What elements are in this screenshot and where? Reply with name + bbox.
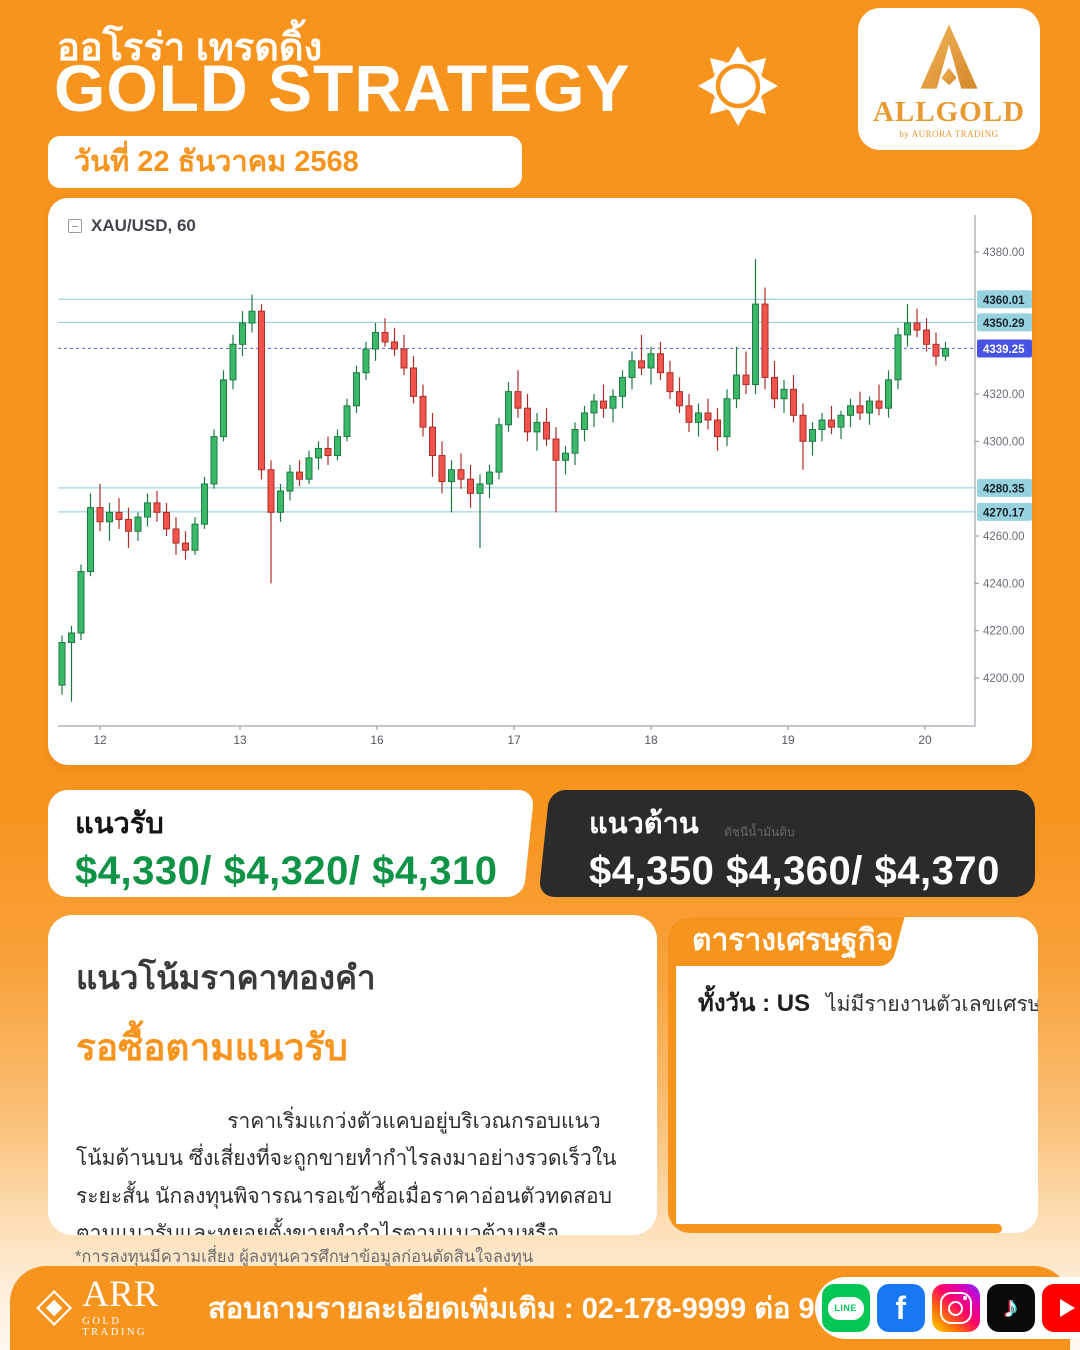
calendar-title: ตารางเศรษฐกิจ [692, 924, 894, 957]
svg-text:17: 17 [507, 733, 521, 747]
calendar-row: ทั้งวัน : US ไม่มีรายงานตัวเลขเศรษฐกิจ [698, 983, 1038, 1022]
svg-text:13: 13 [233, 733, 247, 747]
allgold-logo-name: ALLGOLD [872, 96, 1026, 128]
analysis-body: ราคาเริ่มแกว่งตัวแคบอยู่บริเวณกรอบแนวโน้… [76, 1110, 617, 1235]
chart-symbol-label: XAU/USD, 60 [91, 216, 196, 235]
calendar-row-event: ไม่มีรายงานตัวเลขเศรษฐกิจ [826, 993, 1038, 1016]
chart-legend: XAU/USD, 60 [68, 216, 196, 236]
svg-text:4360.01: 4360.01 [983, 295, 1025, 307]
allgold-logo-tagline: by AURORA TRADING [899, 129, 999, 139]
analysis-subheading: รอซื้อตามแนวรับ [76, 1027, 348, 1068]
calendar-bottom-stripe [668, 1224, 1002, 1233]
svg-text:4300.00: 4300.00 [983, 436, 1025, 448]
svg-text:19: 19 [781, 733, 795, 747]
date-badge: วันที่ 22 ธันวาคม 2568 [48, 136, 522, 188]
svg-text:16: 16 [370, 733, 384, 747]
svg-text:20: 20 [918, 733, 932, 747]
resistance-watermark: ดัชนีน้ำมันดิบ [724, 825, 795, 839]
legend-collapse-icon[interactable] [68, 219, 82, 233]
analysis-card: แนวโน้มราคาทองคำ รอซื้อตามแนวรับ ราคาเริ… [48, 915, 657, 1235]
svg-text:18: 18 [644, 733, 658, 747]
analysis-heading: แนวโน้มราคาทองคำ [76, 959, 376, 996]
support-box: แนวรับ $4,330/ $4,320/ $4,310 [48, 790, 503, 897]
svg-text:4339.25: 4339.25 [983, 344, 1025, 356]
support-values: $4,330/ $4,320/ $4,310 [75, 849, 498, 893]
tiktok-icon[interactable]: ♪ [986, 1284, 1035, 1332]
calendar-row-time: ทั้งวัน : US [698, 990, 811, 1017]
resistance-values: $4,350 $4,360/ $4,370 [589, 849, 1000, 893]
sun-icon [698, 46, 778, 126]
footer-bar: ARR GOLD TRADING สอบถามรายละเอียดเพิ่มเต… [10, 1266, 1080, 1350]
disclaimer-text: *การลงทุนมีความเสี่ยง ผู้ลงทุนควรศึกษาข้… [75, 1248, 534, 1266]
instagram-icon[interactable] [931, 1284, 980, 1332]
svg-text:4320.00: 4320.00 [983, 389, 1025, 401]
svg-text:4260.00: 4260.00 [983, 531, 1025, 543]
arr-logo: ARR GOLD TRADING [36, 1274, 168, 1338]
svg-text:12: 12 [93, 733, 107, 747]
facebook-icon[interactable]: f [876, 1284, 925, 1332]
calendar-left-stripe [668, 917, 676, 1233]
svg-text:4270.17: 4270.17 [983, 507, 1025, 519]
page-title: GOLD STRATEGY [54, 51, 631, 125]
economic-calendar-card: ตารางเศรษฐกิจ ทั้งวัน : US ไม่มีรายงานตั… [668, 917, 1038, 1233]
svg-text:4280.35: 4280.35 [983, 483, 1025, 495]
chart-card: XAU/USD, 60 4380.00 4320.00 4300.00 4260.00… [48, 198, 1032, 765]
svg-text:4220.00: 4220.00 [983, 626, 1025, 638]
arr-logo-sub: GOLD TRADING [82, 1315, 148, 1338]
arr-logo-name: ARR [82, 1274, 159, 1316]
brand-line: ออโรร่า เทรดดิ้ง [57, 27, 323, 69]
svg-text:4240.00: 4240.00 [983, 578, 1025, 590]
price-chart-svg: 4380.00 4320.00 4300.00 4260.00 4240.00 4220.… [58, 215, 1032, 747]
contact-text: สอบถามรายละเอียดเพิ่มเติม : 02-178-9999 … [208, 1293, 815, 1325]
line-icon[interactable]: LINE [821, 1284, 870, 1332]
social-pill: LINE f ♪ @ALLGOLD [814, 1277, 1080, 1339]
svg-text:4380.00: 4380.00 [983, 247, 1025, 259]
allgold-triangle-icon [920, 24, 978, 89]
resistance-title: แนวต้าน [589, 808, 699, 840]
resistance-box: ดัชนีน้ำมันดิบ แนวต้าน $4,350 $4,360/ $4… [562, 790, 1035, 897]
support-title: แนวรับ [75, 808, 164, 840]
svg-text:4200.00: 4200.00 [983, 673, 1025, 685]
calendar-header-tab: ตารางเศรษฐกิจ [668, 917, 894, 966]
svg-text:4350.29: 4350.29 [983, 318, 1025, 330]
allgold-logo-card: ALLGOLD by AURORA TRADING [858, 8, 1040, 150]
youtube-icon[interactable] [1041, 1284, 1080, 1332]
arr-diamond-icon [36, 1290, 73, 1326]
